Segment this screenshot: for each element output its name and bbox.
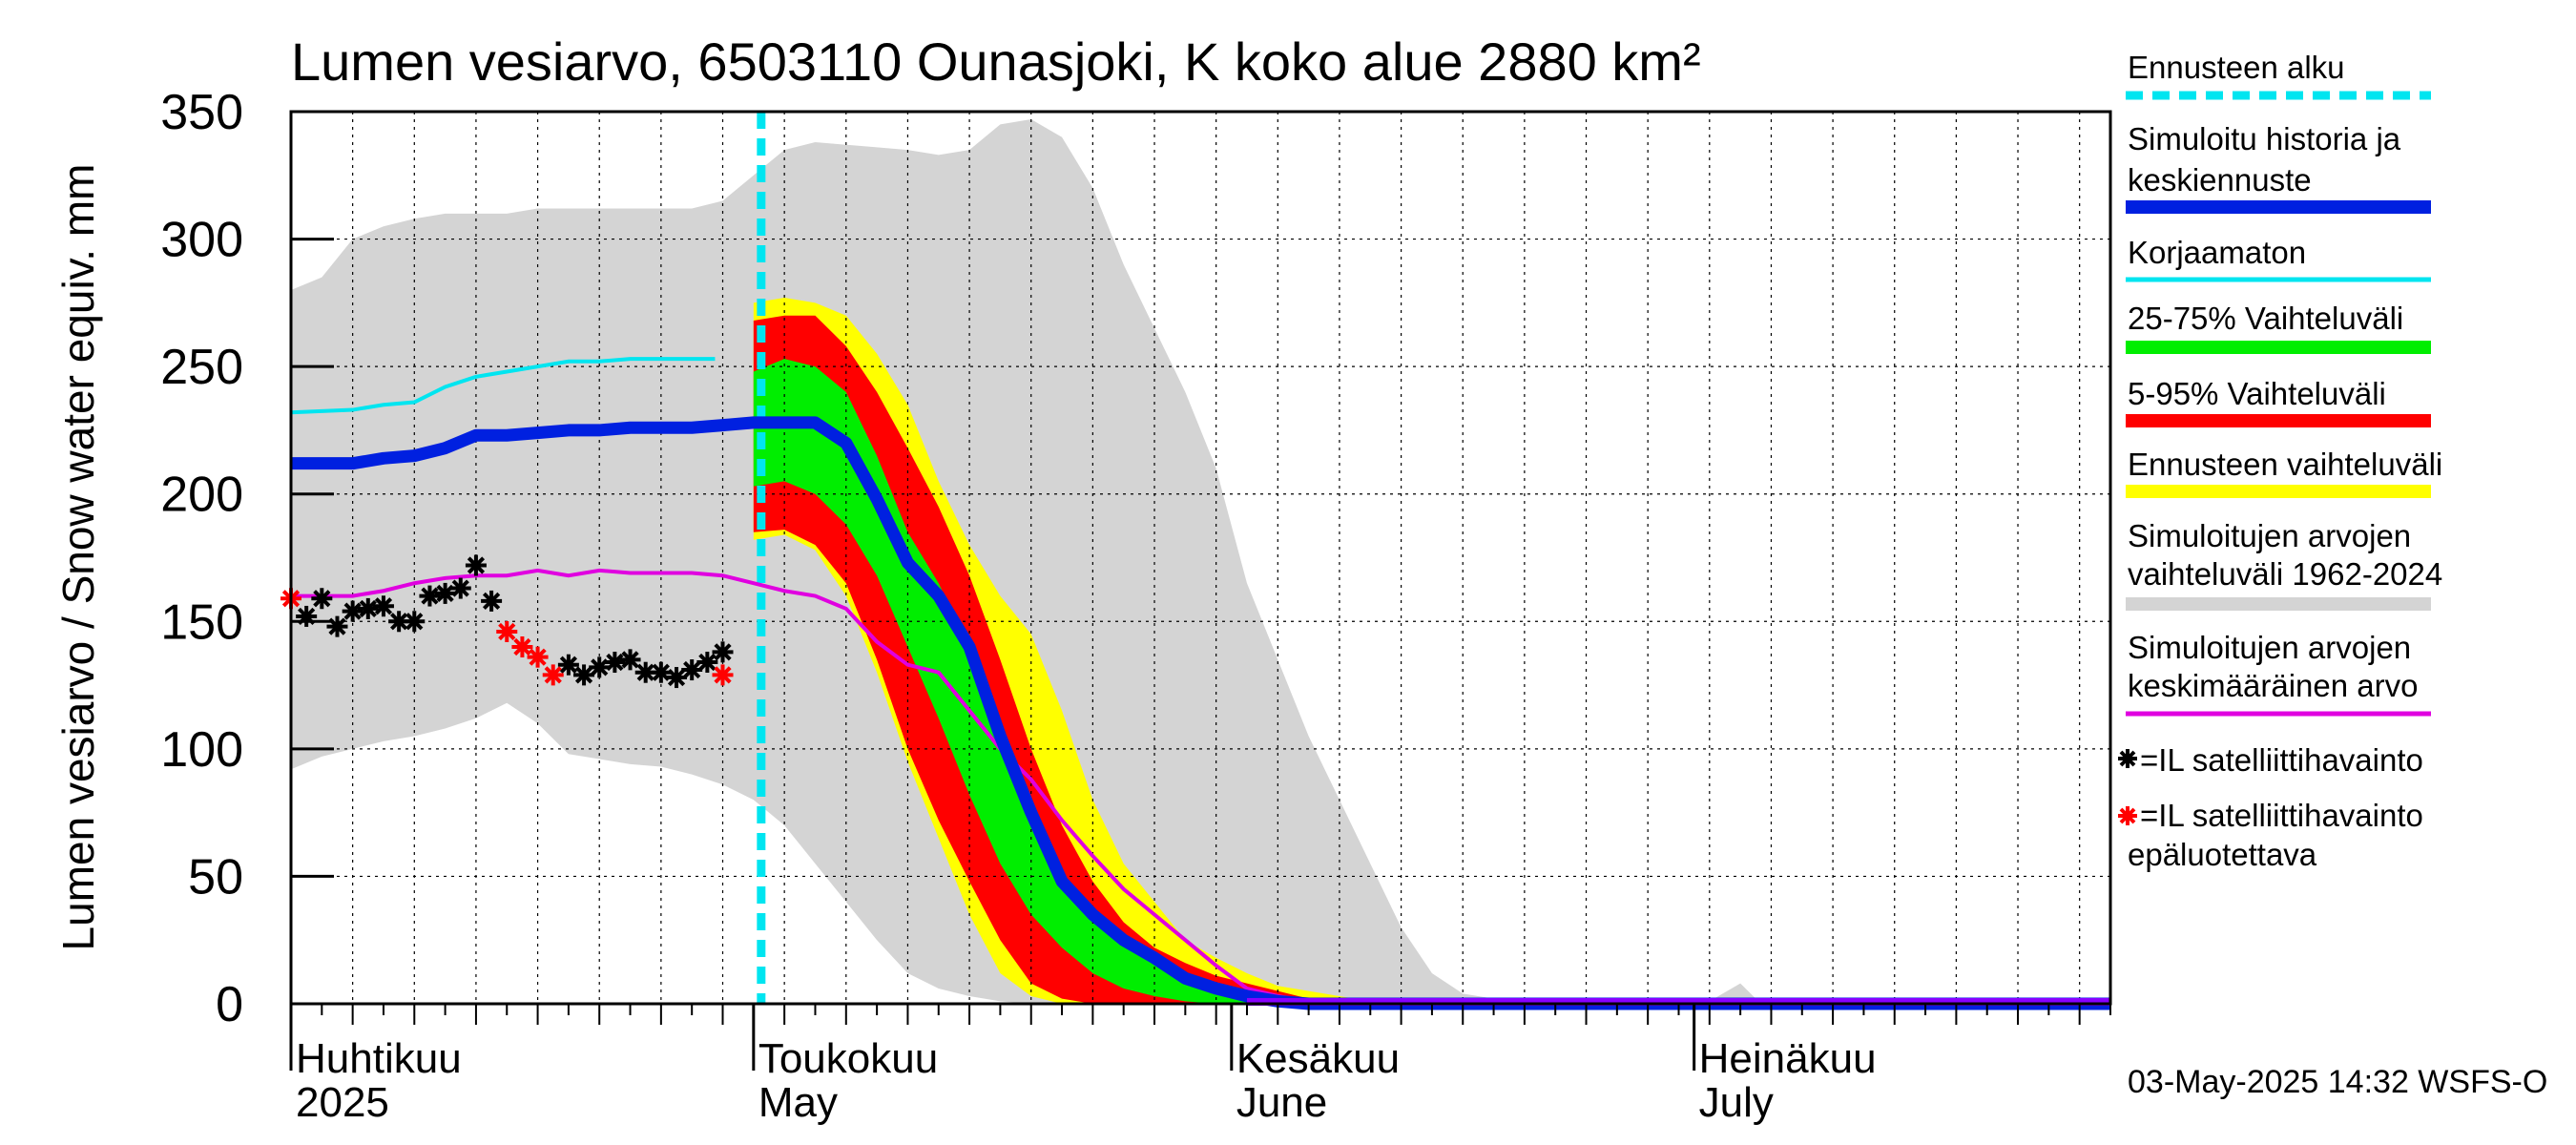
y-tick-label: 0 [216, 977, 243, 1032]
y-axis-label: Lumen vesiarvo / Snow water equiv. mm [53, 164, 103, 951]
obs-marker [404, 611, 426, 633]
legend-obs-unreliable-label-2: epäluotettava [2128, 837, 2317, 872]
month-label-en: June [1236, 1079, 1327, 1126]
legend-obs-marker [2118, 749, 2137, 768]
obs-marker [604, 652, 626, 674]
legend-range-label-1: Simuloitujen arvojen [2128, 518, 2411, 553]
obs-unreliable-marker [542, 664, 564, 686]
obs-marker [481, 590, 503, 612]
obs-marker [434, 582, 456, 604]
obs-unreliable-marker [496, 620, 518, 642]
month-label-en: May [758, 1079, 838, 1126]
obs-marker [419, 585, 441, 607]
obs-unreliable-marker [527, 646, 549, 668]
legend-obs-unreliable-marker [2118, 806, 2137, 825]
obs-marker [557, 654, 579, 676]
range-1962-2024-band [291, 119, 2110, 1004]
obs-marker [650, 661, 672, 683]
y-tick-label: 150 [160, 594, 243, 650]
month-label-fi: Huhtikuu [296, 1035, 462, 1082]
obs-marker [357, 597, 379, 619]
obs-marker [573, 664, 595, 686]
obs-marker [311, 588, 333, 610]
chart-title: Lumen vesiarvo, 6503110 Ounasjoki, K kok… [291, 31, 1701, 92]
month-label-fi: Kesäkuu [1236, 1035, 1400, 1082]
legend: Ennusteen alku Simuloitu historia ja kes… [2118, 50, 2442, 872]
y-tick-label: 250 [160, 340, 243, 395]
median-line [291, 416, 2110, 1010]
plot-frame [289, 110, 2112, 1006]
y-tick-label: 100 [160, 722, 243, 778]
legend-p5-95-label: 5-95% Vaihteluväli [2128, 376, 2386, 411]
month-label-fi: Toukokuu [758, 1035, 938, 1082]
legend-sim-history-label-2: keskiennuste [2128, 162, 2312, 198]
legend-forecast-range-label: Ennusteen vaihteluväli [2128, 447, 2442, 482]
obs-marker [712, 641, 734, 663]
timestamp: 03-May-2025 14:32 WSFS-O [2128, 1064, 2547, 1100]
month-label-en: 2025 [296, 1079, 389, 1126]
obs-marker [634, 661, 656, 683]
y-axis: 0 50 100 150 200 250 300 350 [160, 85, 334, 1032]
legend-range-label-2: vaihteluväli 1962-2024 [2128, 556, 2442, 592]
p25-75-band [753, 359, 1340, 1005]
legend-p25-75-label: 25-75% Vaihteluväli [2128, 301, 2403, 336]
legend-uncorrected-label: Korjaamaton [2128, 235, 2306, 270]
y-tick-label: 350 [160, 85, 243, 140]
mean-line [291, 568, 2110, 1006]
y-tick-label: 300 [160, 213, 243, 268]
legend-mean-label-1: Simuloitujen arvojen [2128, 630, 2411, 665]
uncorrected-line [290, 357, 716, 415]
obs-marker [372, 595, 394, 617]
obs-marker [449, 577, 471, 599]
y-tick-label: 200 [160, 468, 243, 523]
obs-marker [589, 656, 611, 678]
obs-unreliable-marker [712, 664, 734, 686]
obs-marker [666, 667, 688, 689]
legend-forecast-start-label: Ennusteen alku [2128, 50, 2345, 85]
legend-obs-label: =IL satelliittihavainto [2140, 742, 2423, 778]
month-label-en: July [1699, 1079, 1774, 1126]
obs-marker [696, 652, 718, 674]
legend-mean-label-2: keskimääräinen arvo [2128, 668, 2418, 703]
legend-obs-unreliable-label-1: =IL satelliittihavainto [2140, 798, 2423, 833]
obs-unreliable-marker [511, 636, 533, 657]
month-label-fi: Heinäkuu [1699, 1035, 1877, 1082]
obs-marker [619, 649, 641, 671]
obs-marker [681, 659, 703, 681]
plot-area [280, 110, 2112, 1010]
y-tick-label: 50 [188, 849, 243, 905]
obs-marker [465, 554, 487, 576]
legend-sim-history-label-1: Simuloitu historia ja [2128, 121, 2401, 156]
obs-marker [342, 600, 364, 622]
